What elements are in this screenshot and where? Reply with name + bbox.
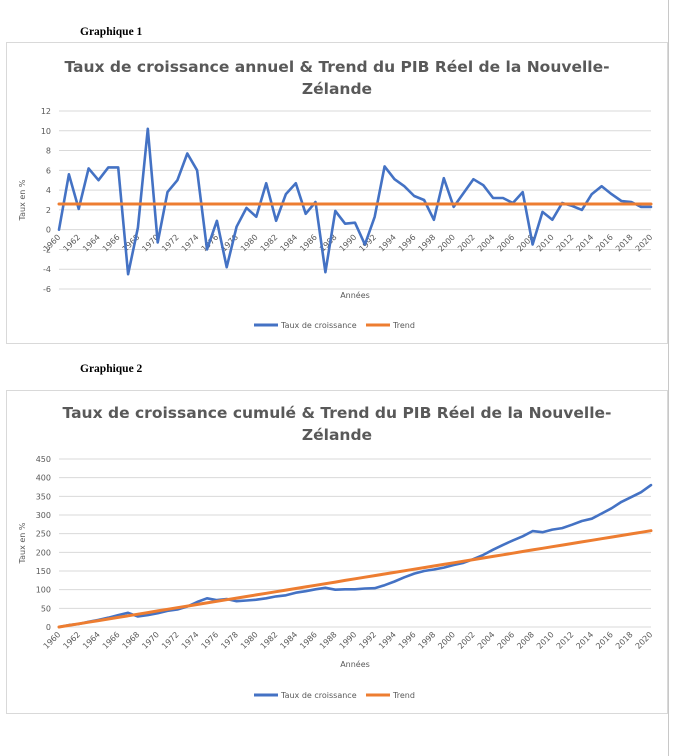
chart2-x-tick-label: 1960	[42, 630, 63, 651]
chart1-x-tick-label: 1990	[338, 233, 359, 254]
chart2-x-tick-label: 1974	[180, 630, 201, 651]
chart2-x-tick-label: 1982	[259, 630, 280, 651]
chart1-y-tick-label: 12	[41, 107, 51, 116]
page-right-border	[668, 0, 669, 756]
chart1-x-axis-label: Années	[340, 290, 370, 300]
chart2-x-tick-label: 1976	[200, 630, 221, 651]
chart2-x-tick-label: 2020	[634, 630, 655, 651]
chart1-y-tick-label: -2	[43, 245, 51, 254]
chart2-y-tick-label: 50	[41, 604, 51, 613]
chart1-x-tick-label: 1966	[101, 233, 122, 254]
chart1-y-tick-label: 8	[46, 147, 51, 156]
chart2-x-tick-label: 1964	[81, 630, 102, 651]
chart2-x-tick-label: 2012	[555, 630, 576, 651]
chart1-x-tick-label: 1972	[160, 233, 181, 254]
chart1-x-tick-label: 1994	[377, 233, 398, 254]
chart2-x-tick-label: 1962	[61, 630, 82, 651]
chart2-legend-label-trend: Trend	[392, 691, 415, 700]
chart1-y-tick-label: 10	[41, 127, 51, 136]
graph2-heading: Graphique 2	[80, 363, 143, 375]
chart1-y-tick-label: 4	[46, 186, 51, 195]
chart2-x-tick-label: 2006	[496, 630, 517, 651]
chart2-title-line: Zélande	[302, 426, 372, 444]
chart2-x-tick-label: 1994	[377, 630, 398, 651]
chart2-x-axis-label: Années	[340, 659, 370, 669]
chart1-x-tick-label: 1980	[239, 233, 260, 254]
chart2-x-tick-label: 2014	[574, 630, 595, 651]
chart2-x-tick-label: 1992	[357, 630, 378, 651]
chart2-y-tick-label: 0	[46, 623, 51, 632]
chart1-series-line-growth	[57, 127, 653, 276]
chart1-title-line: Zélande	[302, 80, 372, 98]
chart2-x-tick-label: 1998	[417, 630, 438, 651]
chart2-y-tick-label: 400	[36, 474, 51, 483]
chart2-y-tick-label: 300	[36, 511, 51, 520]
chart1-title-line: Taux de croissance annuel & Trend du PIB…	[64, 58, 609, 76]
chart2-x-tick-label: 1968	[121, 630, 142, 651]
chart2-x-tick-label: 1986	[298, 630, 319, 651]
chart1-x-tick-label: 1982	[259, 233, 280, 254]
chart1-x-tick-label: 1996	[397, 233, 418, 254]
chart1-x-tick-label: 2004	[476, 233, 497, 254]
chart2-x-tick-label: 1984	[278, 630, 299, 651]
chart1-y-tick-label: -4	[43, 265, 51, 274]
chart1-legend-label-growth: Taux de croissance	[280, 321, 357, 330]
chart2-x-tick-label: 1988	[318, 630, 339, 651]
chart2-y-tick-label: 250	[36, 530, 51, 539]
chart1-x-tick-label: 1986	[298, 233, 319, 254]
chart1-x-tick-label: 2020	[634, 233, 655, 254]
chart1-x-tick-label: 1962	[61, 233, 82, 254]
chart2-x-tick-label: 2008	[515, 630, 536, 651]
chart2-x-tick-label: 2000	[436, 630, 457, 651]
chart1-x-tick-label: 2018	[614, 233, 635, 254]
chart2-x-tick-label: 1972	[160, 630, 181, 651]
chart2-series-line-trend	[57, 529, 653, 629]
chart2-y-tick-label: 100	[36, 586, 51, 595]
chart1-x-tick-label: 2000	[436, 233, 457, 254]
chart1-y-tick-label: -6	[43, 285, 51, 294]
chart2-x-tick-label: 1996	[397, 630, 418, 651]
chart2-title-line: Taux de croissance cumulé & Trend du PIB…	[63, 404, 612, 422]
chart1-y-axis-label: Taux en %	[18, 179, 27, 221]
chart1-x-tick-label: 1998	[417, 233, 438, 254]
chart1-y-tick-label: 2	[46, 206, 51, 215]
chart2-y-tick-label: 450	[36, 455, 51, 464]
chart2-x-tick-label: 2016	[594, 630, 615, 651]
chart1-x-tick-label: 1964	[81, 233, 102, 254]
chart1-container: Taux de croissance annuel & Trend du PIB…	[6, 42, 668, 344]
chart2-x-tick-label: 2010	[535, 630, 556, 651]
chart2-legend-label-growth: Taux de croissance	[280, 691, 357, 700]
chart1-x-tick-label: 2010	[535, 233, 556, 254]
chart2-x-tick-label: 1966	[101, 630, 122, 651]
chart2-container: Taux de croissance cumulé & Trend du PIB…	[6, 390, 668, 714]
chart2-x-tick-label: 2004	[476, 630, 497, 651]
chart2-x-tick-label: 1970	[140, 630, 161, 651]
chart2-x-tick-label: 1978	[219, 630, 240, 651]
chart1-x-tick-label: 1984	[278, 233, 299, 254]
chart1: Taux de croissance annuel & Trend du PIB…	[18, 58, 655, 330]
chart1-x-tick-label: 2012	[555, 233, 576, 254]
chart2-y-tick-label: 200	[36, 548, 51, 557]
chart1-x-tick-label: 2016	[594, 233, 615, 254]
chart2: Taux de croissance cumulé & Trend du PIB…	[18, 404, 655, 700]
graph1-heading: Graphique 1	[80, 26, 143, 38]
chart2-series-line-growth	[57, 483, 653, 629]
chart1-x-tick-label: 1974	[180, 233, 201, 254]
chart2-y-tick-label: 150	[36, 567, 51, 576]
chart2-y-tick-label: 350	[36, 492, 51, 501]
chart1-x-tick-label: 2006	[496, 233, 517, 254]
chart2-x-tick-label: 1980	[239, 630, 260, 651]
chart1-x-tick-label: 2002	[456, 233, 477, 254]
chart1-x-tick-label: 1960	[42, 233, 63, 254]
chart1-x-tick-label: 2014	[574, 233, 595, 254]
chart2-x-tick-label: 2002	[456, 630, 477, 651]
chart1-legend-label-trend: Trend	[392, 321, 415, 330]
chart1-y-tick-label: 0	[46, 226, 51, 235]
chart1-y-tick-label: 6	[46, 166, 51, 175]
chart2-y-axis-label: Taux en %	[18, 522, 27, 564]
chart2-x-tick-label: 2018	[614, 630, 635, 651]
chart2-x-tick-label: 1990	[338, 630, 359, 651]
